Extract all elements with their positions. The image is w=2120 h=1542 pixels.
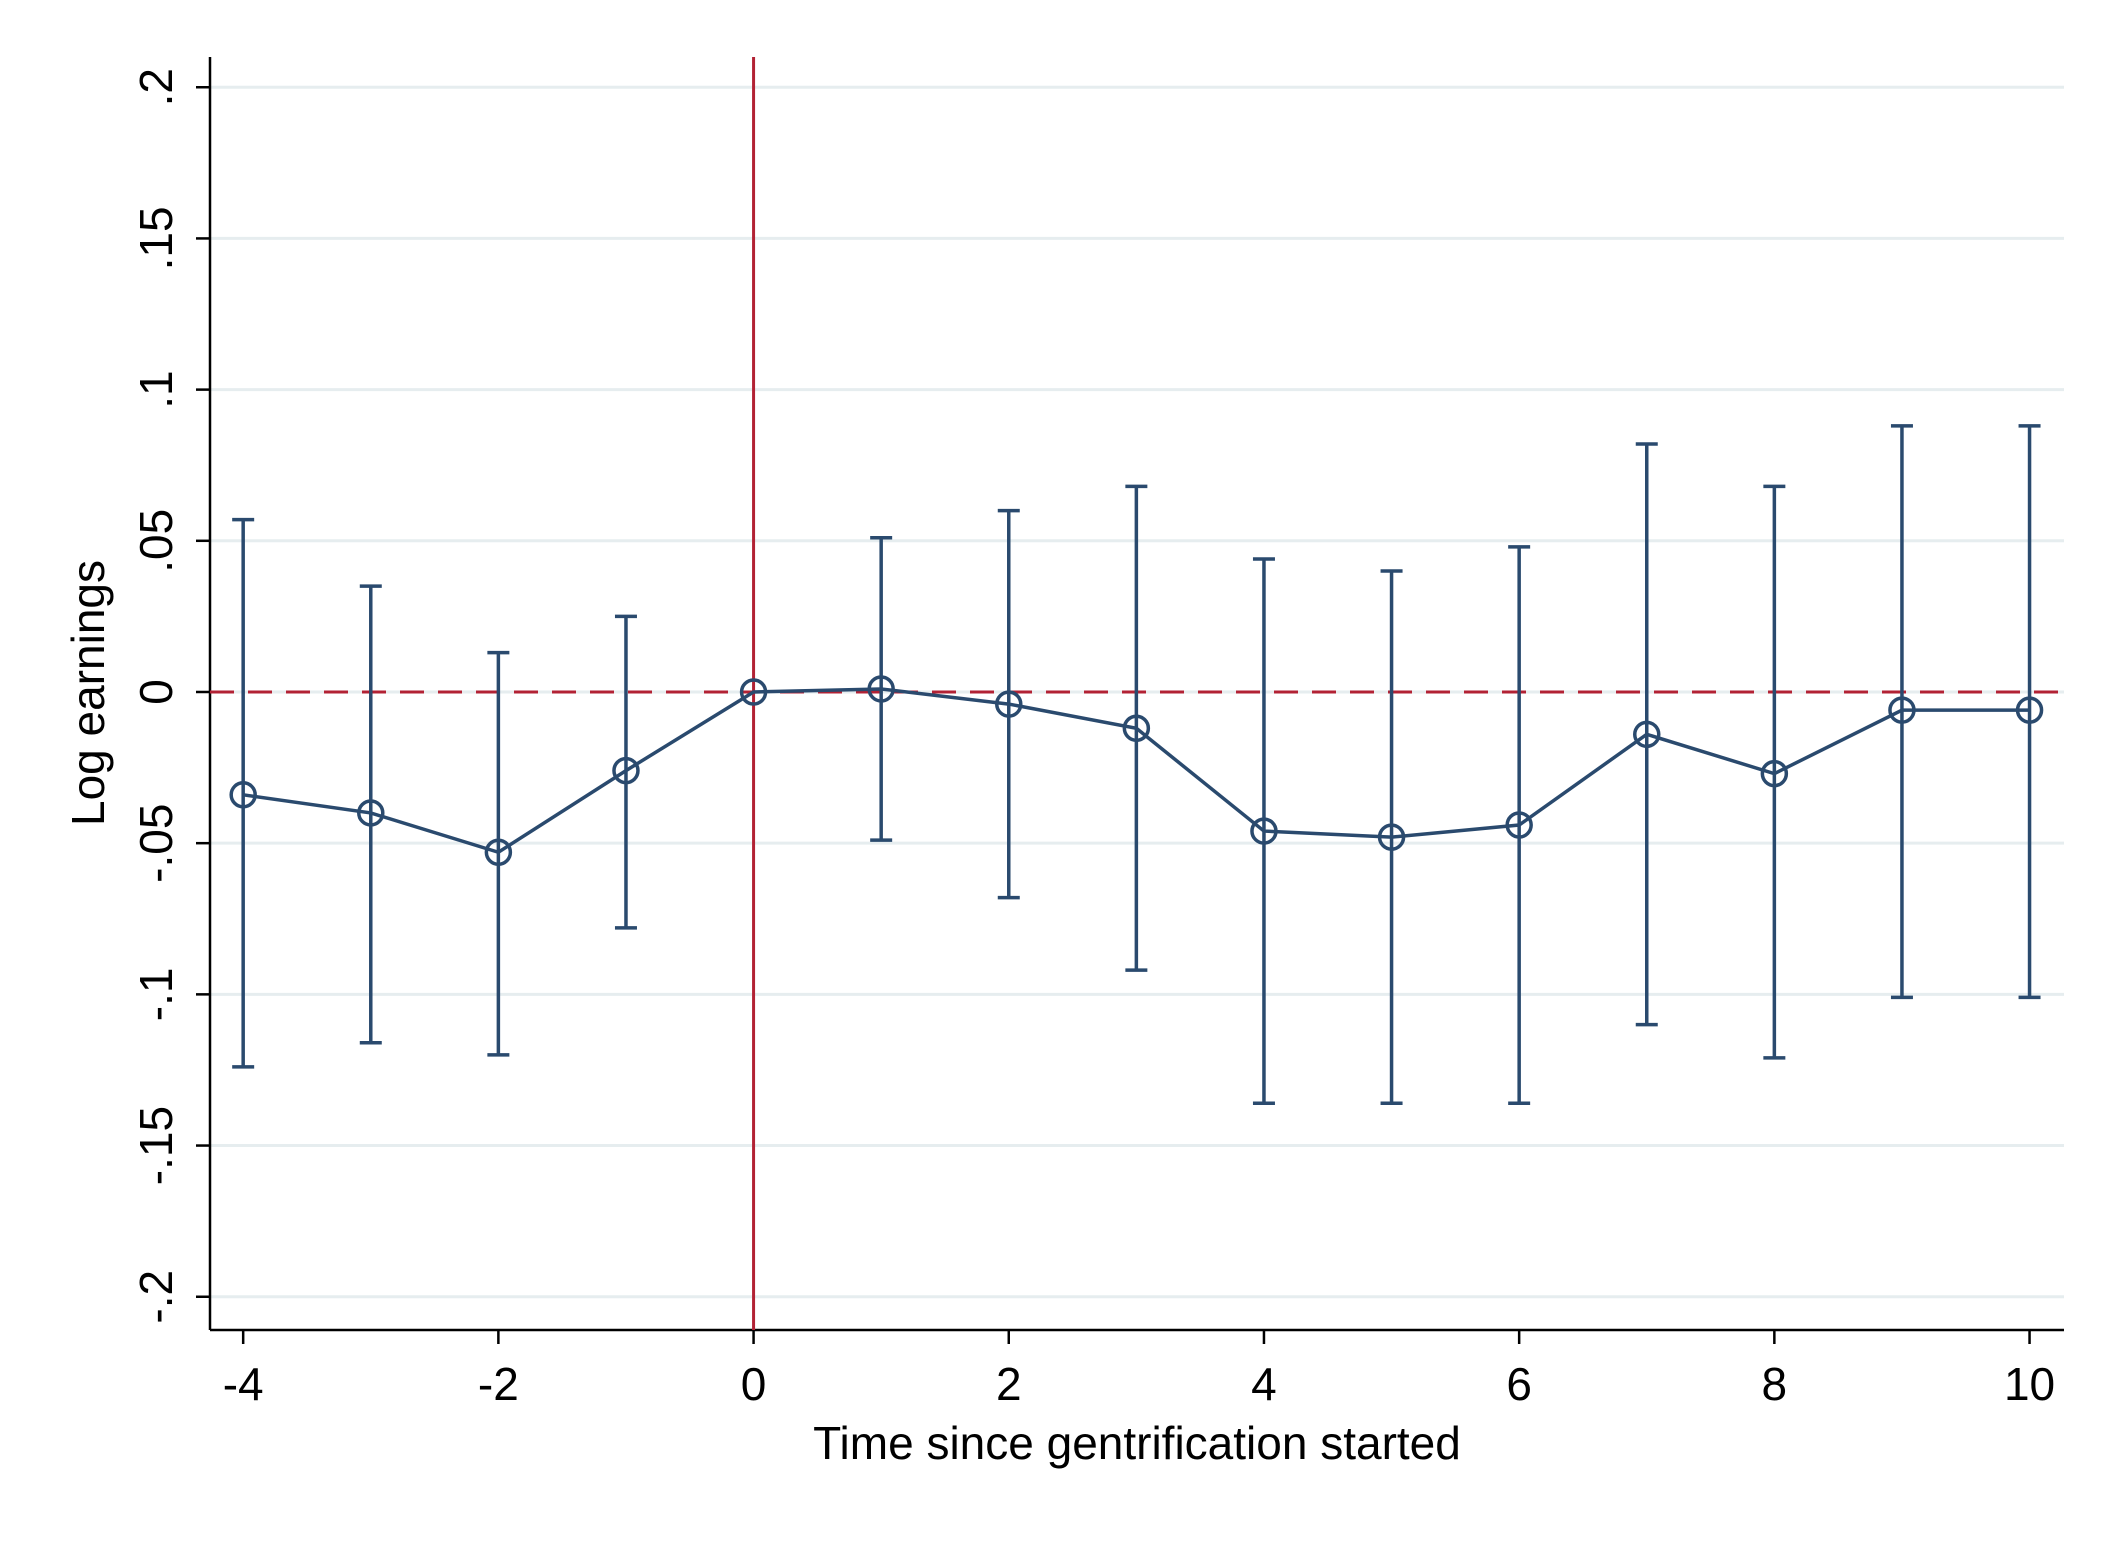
point-marker xyxy=(1760,759,1789,788)
point-marker xyxy=(2015,696,2044,724)
x-tick-label: -2 xyxy=(478,1358,519,1410)
y-tick-label: -.05 xyxy=(130,804,182,883)
point-marker xyxy=(1505,811,1533,839)
y-tick-label: .05 xyxy=(130,509,182,573)
x-tick-label: 6 xyxy=(1506,1358,1532,1410)
series-line xyxy=(242,687,2030,855)
point-marker xyxy=(484,838,513,866)
x-tick-label: -4 xyxy=(223,1358,264,1410)
point-marker xyxy=(1377,823,1406,851)
y-tick-label: 0 xyxy=(130,679,182,705)
y-tick-label: .2 xyxy=(130,68,182,106)
point-marker xyxy=(995,690,1023,718)
x-tick-label: 2 xyxy=(996,1358,1022,1410)
point-marker xyxy=(1888,696,1916,724)
x-tick-label: 8 xyxy=(1762,1358,1788,1410)
y-tick-label: .15 xyxy=(130,206,182,270)
y-tick-label: -.1 xyxy=(130,968,182,1022)
point-marker xyxy=(357,799,385,827)
point-marker xyxy=(739,678,768,706)
point-marker xyxy=(612,756,640,785)
point-marker xyxy=(1122,714,1151,743)
x-tick-label: 4 xyxy=(1251,1358,1277,1410)
x-axis-title: Time since gentrification started xyxy=(813,1417,1461,1469)
y-axis-title: Log earnings xyxy=(62,560,114,826)
y-tick-label: -.2 xyxy=(130,1270,182,1324)
point-marker xyxy=(229,781,257,809)
point-marker xyxy=(867,675,895,703)
error-bar xyxy=(232,517,255,1069)
x-tick-label: 0 xyxy=(741,1358,767,1410)
y-tick-label: -.15 xyxy=(130,1106,182,1185)
y-tick-label: .1 xyxy=(130,370,182,408)
point-marker xyxy=(1250,817,1278,845)
point-marker xyxy=(1633,720,1661,749)
x-tick-label: 10 xyxy=(2004,1358,2055,1410)
